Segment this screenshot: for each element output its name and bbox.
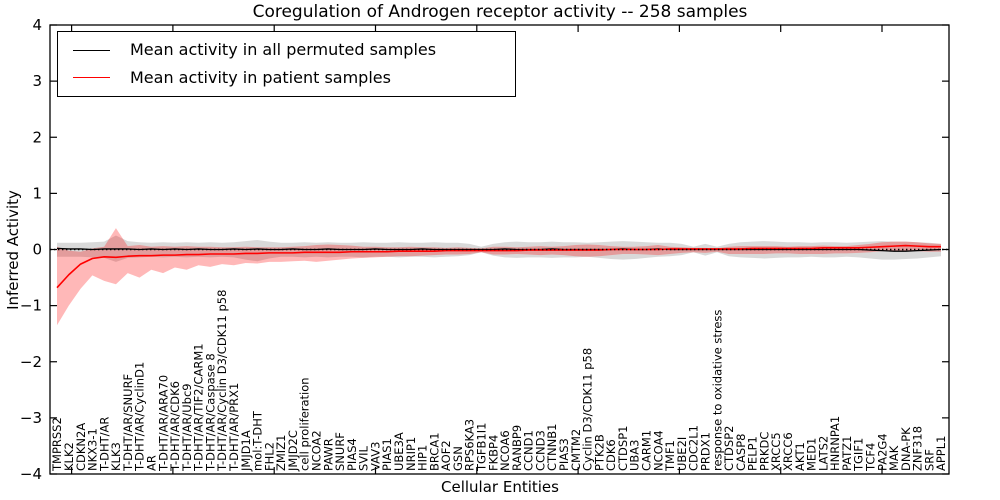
category-label: T-DHT/AR/Caspase 8 bbox=[203, 353, 217, 472]
category-label: AKT1 bbox=[793, 442, 807, 471]
category-label: TMPRSS2 bbox=[50, 417, 64, 472]
category-label: JMJD1A bbox=[239, 430, 253, 472]
category-label: CCND1 bbox=[522, 430, 536, 471]
category-label: PTK2B bbox=[592, 434, 606, 471]
category-label: T-DHT/AR/CyclinD1 bbox=[133, 362, 147, 472]
category-label: ZMIZ1 bbox=[274, 435, 288, 471]
category-label: HIP1 bbox=[416, 445, 430, 471]
category-label: PIAS4 bbox=[345, 438, 359, 471]
category-label: UBE2I bbox=[675, 437, 689, 471]
category-label: PATZ1 bbox=[840, 436, 854, 471]
category-label: CTDSP1 bbox=[616, 426, 630, 471]
category-label: RPS6KA3 bbox=[463, 419, 477, 471]
category-label: CTDSP2 bbox=[722, 426, 736, 471]
category-label: SRF bbox=[922, 449, 936, 471]
ytick-label: 2 bbox=[32, 128, 42, 146]
category-label: TMF1 bbox=[663, 440, 677, 472]
category-label: KLK3 bbox=[109, 442, 123, 471]
ytick-label: 4 bbox=[32, 16, 42, 34]
category-label: DNA-PK bbox=[899, 427, 913, 471]
category-label: CDC2L1 bbox=[687, 425, 701, 471]
legend-label-permuted: Mean activity in all permuted samples bbox=[130, 40, 437, 60]
category-label: VAV3 bbox=[368, 442, 382, 471]
category-label: XRCC6 bbox=[781, 432, 795, 471]
category-label: Cyclin D3/CDK11 p58 bbox=[581, 348, 595, 471]
category-label: T-DHT/AR/PRX1 bbox=[227, 383, 241, 472]
ytick-label: 3 bbox=[32, 72, 42, 90]
category-label: AOF2 bbox=[439, 440, 453, 471]
category-label: AR bbox=[144, 455, 158, 471]
category-label: T-DHT/AR/TIF2/CARM1 bbox=[192, 343, 206, 472]
category-label: JMJD2C bbox=[286, 430, 300, 472]
category-label: TCF4 bbox=[863, 443, 877, 472]
category-label: PIAS1 bbox=[380, 438, 394, 471]
ytick-label: −2 bbox=[20, 353, 42, 371]
legend-label-patient: Mean activity in patient samples bbox=[130, 67, 391, 87]
category-label: PRKDC bbox=[757, 432, 771, 471]
legend: Mean activity in all permuted samples Me… bbox=[57, 31, 516, 97]
category-label: SVIL bbox=[357, 445, 371, 471]
category-label: NRIP1 bbox=[404, 437, 418, 471]
category-label: UBA3 bbox=[628, 440, 642, 472]
category-label: GSN bbox=[451, 446, 465, 471]
category-label: ZNF318 bbox=[911, 426, 925, 471]
category-label: T-DHT/AR bbox=[97, 417, 111, 472]
category-label: PIAS3 bbox=[557, 438, 571, 471]
category-label: T-DHT/AR/Ubc9 bbox=[180, 383, 194, 472]
category-label: CMTM2 bbox=[569, 429, 583, 471]
x-axis-label: Cellular Entities bbox=[441, 478, 559, 496]
category-label: CTNNB1 bbox=[545, 424, 559, 471]
category-label: UBE3A bbox=[392, 432, 406, 471]
category-label: FKBP4 bbox=[486, 435, 500, 471]
category-label: CARM1 bbox=[640, 430, 654, 471]
ytick-label: −4 bbox=[20, 465, 42, 483]
category-label: cell proliferation bbox=[298, 377, 312, 471]
category-label: MAK bbox=[887, 445, 901, 471]
category-label: PA2G4 bbox=[875, 433, 889, 471]
category-label: CDKN2A bbox=[74, 423, 88, 471]
category-label: NCOA2 bbox=[310, 430, 324, 471]
category-label: NCOA6 bbox=[498, 430, 512, 471]
category-label: CDK6 bbox=[604, 439, 618, 471]
category-label: CASP8 bbox=[734, 434, 748, 471]
ytick-label: 1 bbox=[32, 184, 42, 202]
category-label: mol:T-DHT bbox=[251, 410, 265, 471]
category-label: PRDX1 bbox=[698, 432, 712, 471]
category-label: T-DHT/AR/Cyclin D3/CDK11 p58 bbox=[215, 290, 229, 472]
ytick-label: −1 bbox=[20, 297, 42, 315]
category-label: MED1 bbox=[805, 438, 819, 471]
category-label: HNRNPA1 bbox=[828, 416, 842, 471]
category-label: TGFB1I1 bbox=[475, 423, 489, 472]
category-label: LATS2 bbox=[816, 436, 830, 471]
ytick-label: −3 bbox=[20, 409, 42, 427]
category-label: NKX3-1 bbox=[86, 428, 100, 471]
chart-title: Coregulation of Androgen receptor activi… bbox=[252, 2, 748, 22]
category-label: PELP1 bbox=[746, 436, 760, 471]
category-label: NCOA4 bbox=[651, 430, 665, 471]
category-label: CCND3 bbox=[533, 430, 547, 471]
legend-line-sample-patient bbox=[73, 77, 110, 79]
category-label: SNURF bbox=[333, 432, 347, 471]
category-label: APPL1 bbox=[934, 436, 948, 471]
category-label: PAWR bbox=[321, 438, 335, 471]
legend-item-patient: Mean activity in patient samples bbox=[73, 67, 515, 87]
category-label: BRCA1 bbox=[427, 432, 441, 471]
category-label: XRCC5 bbox=[769, 432, 783, 471]
category-label: response to oxidative stress bbox=[710, 310, 724, 471]
category-label: T-DHT/AR/ARA70 bbox=[156, 375, 170, 472]
category-label: TGIF1 bbox=[852, 438, 866, 472]
category-label: RANBP9 bbox=[510, 425, 524, 471]
category-label: FHL2 bbox=[262, 442, 276, 471]
legend-item-permuted: Mean activity in all permuted samples bbox=[73, 41, 515, 59]
category-label: T-DHT/AR/CDK6 bbox=[168, 381, 182, 472]
category-label: T-DHT/AR/SNURF bbox=[121, 374, 135, 472]
category-label: KLK2 bbox=[62, 442, 76, 471]
ytick-label: 0 bbox=[32, 241, 42, 259]
legend-line-sample-permuted bbox=[73, 49, 110, 51]
line-patient-mean bbox=[56, 244, 941, 289]
